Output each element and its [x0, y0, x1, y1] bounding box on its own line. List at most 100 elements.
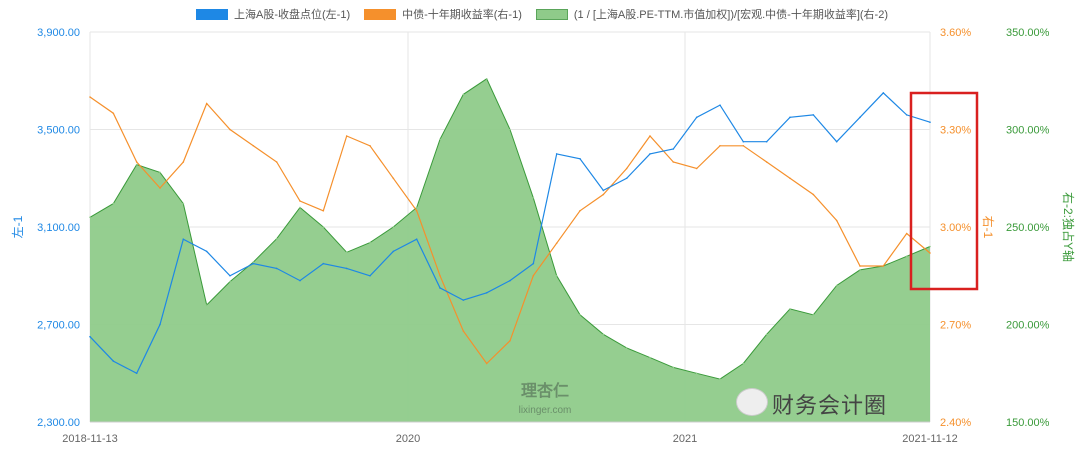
- watermark-account: 财务会计圈: [772, 393, 888, 418]
- data-point: [649, 135, 651, 137]
- data-point: [392, 226, 395, 228]
- data-point: [555, 242, 558, 245]
- data-point: [229, 128, 231, 131]
- left-tick-label: 3,500.00: [37, 125, 80, 137]
- left-tick-label: 2,300.00: [37, 417, 80, 429]
- data-point: [345, 135, 348, 137]
- data-point: [205, 102, 208, 105]
- data-point: [929, 252, 931, 254]
- data-point: [672, 161, 675, 163]
- data-point: [159, 323, 161, 326]
- data-point: [835, 140, 838, 143]
- watermark-url: lixinger.com: [519, 405, 572, 416]
- left-tick-label: 3,100.00: [37, 222, 80, 234]
- legend-item-ratio[interactable]: (1 / [上海A股.PE-TTM.市值加权])/[宏观.中债-十年期收益率](…: [535, 6, 888, 22]
- data-point: [322, 262, 325, 265]
- data-point: [485, 292, 488, 294]
- data-point: [765, 333, 768, 336]
- data-point: [229, 274, 231, 277]
- data-point: [229, 280, 231, 283]
- data-point: [625, 347, 628, 349]
- data-point: [439, 274, 441, 277]
- x-tick-label: 2021: [673, 433, 697, 445]
- data-point: [369, 241, 371, 244]
- data-point: [182, 161, 185, 163]
- right1-tick-label: 3.00%: [940, 222, 971, 234]
- data-point: [205, 250, 208, 253]
- data-point: [929, 121, 931, 123]
- data-point: [485, 78, 488, 80]
- data-point: [439, 287, 441, 289]
- legend-item-bond-yield[interactable]: 中债-十年期收益率(右-1): [364, 6, 522, 22]
- right1-tick-label: 2.70%: [940, 320, 971, 332]
- data-point: [789, 308, 791, 310]
- data-point: [929, 245, 931, 248]
- data-point: [602, 193, 605, 196]
- data-point: [345, 251, 348, 254]
- data-point: [649, 356, 651, 359]
- data-point: [252, 262, 255, 265]
- data-point: [462, 299, 465, 301]
- data-point: [509, 279, 511, 282]
- data-point: [159, 187, 161, 189]
- data-point: [369, 144, 371, 147]
- data-point: [135, 372, 138, 375]
- data-point: [275, 237, 278, 240]
- data-point: [89, 96, 91, 98]
- data-point: [135, 163, 138, 166]
- data-point: [299, 279, 301, 282]
- data-point: [485, 362, 488, 365]
- legend-label: 中债-十年期收益率(右-1): [402, 9, 522, 21]
- data-point: [415, 209, 418, 212]
- data-point: [555, 274, 558, 277]
- right2-tick-label: 200.00%: [1006, 320, 1050, 332]
- data-point: [555, 153, 558, 155]
- data-point: [345, 267, 348, 270]
- data-point: [392, 250, 395, 253]
- data-point: [859, 116, 861, 119]
- data-point: [672, 148, 675, 150]
- data-point: [695, 167, 698, 170]
- data-point: [509, 128, 511, 131]
- x-tick-label: 2020: [396, 433, 420, 445]
- data-point: [812, 193, 815, 196]
- data-point: [789, 116, 791, 119]
- data-point: [602, 189, 605, 192]
- data-point: [835, 284, 838, 287]
- data-point: [182, 202, 185, 205]
- x-tick-label: 2018-11-13: [62, 433, 117, 445]
- right1-axis-title: 右-1: [981, 216, 996, 239]
- data-point: [695, 116, 698, 119]
- right2-tick-label: 150.00%: [1006, 417, 1050, 429]
- right2-tick-label: 250.00%: [1006, 222, 1050, 234]
- legend-label: 上海A股-收盘点位(左-1): [234, 9, 351, 21]
- data-point: [135, 161, 138, 163]
- data-point: [532, 274, 535, 277]
- data-point: [882, 92, 885, 94]
- legend-label: (1 / [上海A股.PE-TTM.市值加权])/[宏观.中债-十年期收益率](…: [573, 9, 888, 21]
- data-point: [252, 144, 255, 147]
- data-point: [742, 144, 745, 147]
- data-point: [299, 200, 301, 202]
- data-point: [532, 196, 535, 199]
- data-point: [392, 177, 395, 180]
- data-point: [742, 140, 745, 143]
- data-point: [322, 226, 325, 228]
- data-point: [765, 161, 768, 163]
- data-point: [905, 232, 908, 235]
- data-point: [415, 206, 418, 209]
- data-point: [462, 330, 465, 332]
- legend-item-index[interactable]: 上海A股-收盘点位(左-1): [196, 6, 350, 22]
- data-point: [275, 161, 278, 163]
- data-point: [322, 209, 325, 212]
- data-point: [649, 153, 651, 155]
- data-point: [579, 157, 581, 160]
- data-point: [859, 265, 861, 267]
- data-point: [112, 360, 115, 362]
- series-area-ratio: [90, 78, 930, 423]
- data-point: [905, 114, 908, 116]
- data-point: [299, 206, 301, 209]
- data-point: [462, 93, 465, 96]
- data-point: [859, 269, 861, 271]
